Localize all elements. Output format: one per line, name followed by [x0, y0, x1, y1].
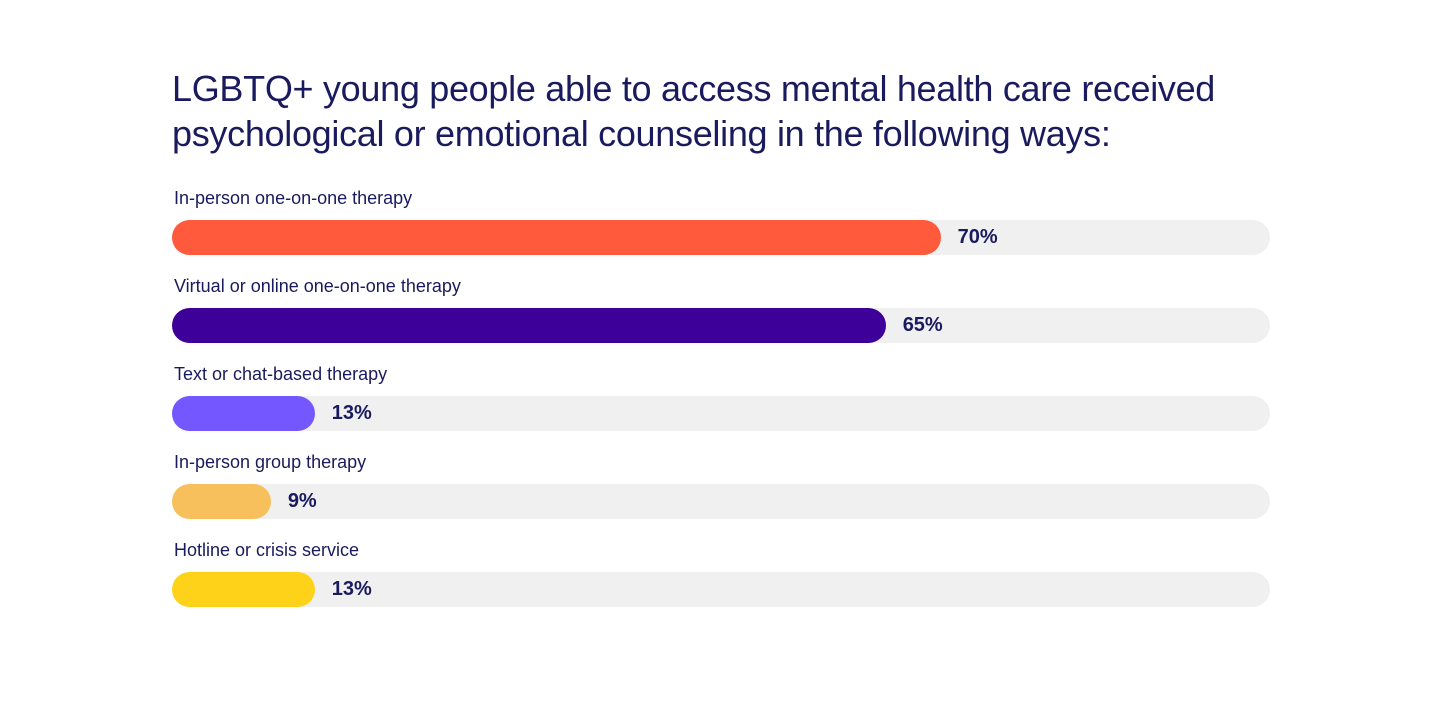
bar-track: 9% — [172, 484, 1270, 519]
value-label: 70% — [957, 226, 998, 248]
category-label: In-person group therapy — [174, 452, 367, 472]
bar-row: Hotline or crisis service 13% — [172, 539, 1270, 627]
bar-row: In-person one-on-one therapy 70% — [172, 187, 1270, 275]
bar-row: Text or chat-based therapy 13% — [172, 363, 1270, 451]
chart-title: LGBTQ+ young people able to access menta… — [172, 68, 1216, 154]
value-label: 65% — [902, 314, 943, 336]
value-label: 13% — [331, 402, 372, 424]
bar — [172, 220, 941, 255]
bar-chart: LGBTQ+ young people able to access menta… — [172, 66, 1270, 627]
category-label: Text or chat-based therapy — [174, 364, 388, 384]
bar-row: In-person group therapy 9% — [172, 451, 1270, 539]
bar — [172, 308, 886, 343]
category-label: Virtual or online one-on-one therapy — [174, 276, 461, 296]
bar — [172, 396, 315, 431]
bar-track: 13% — [172, 572, 1270, 607]
bar — [172, 572, 315, 607]
value-label: 9% — [287, 490, 317, 512]
category-label: Hotline or crisis service — [174, 540, 360, 560]
bar-row: Virtual or online one-on-one therapy 65% — [172, 275, 1270, 363]
value-label: 13% — [331, 578, 372, 600]
bar-rows: In-person one-on-one therapy 70% Virtual o… — [172, 187, 1270, 627]
category-label: In-person one-on-one therapy — [174, 188, 413, 208]
bar-track: 70% — [172, 220, 1270, 255]
bar — [172, 484, 271, 519]
bar-track: 65% — [172, 308, 1270, 343]
bar-track: 13% — [172, 396, 1270, 431]
